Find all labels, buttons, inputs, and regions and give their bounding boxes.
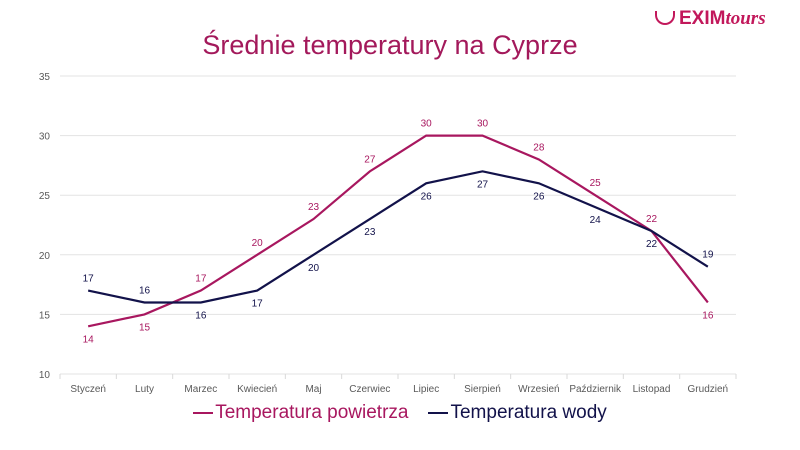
x-tick-label: Kwiecień (237, 384, 277, 395)
data-label: 27 (477, 179, 489, 190)
data-label: 26 (421, 191, 433, 202)
y-tick-label: 30 (39, 132, 51, 143)
y-tick-label: 25 (39, 191, 51, 202)
data-label: 17 (195, 274, 207, 285)
legend-swatch (193, 411, 214, 414)
y-tick-label: 15 (39, 310, 51, 321)
legend-swatch (428, 411, 449, 414)
data-label: 15 (139, 322, 151, 333)
data-label: 22 (646, 214, 658, 225)
data-label: 30 (421, 119, 433, 130)
data-label: 17 (83, 274, 95, 285)
x-tick-label: Lipiec (413, 384, 439, 395)
data-label: 23 (308, 202, 320, 213)
data-label: 23 (364, 227, 376, 238)
legend-label: Temperatura wody (450, 402, 607, 423)
logo-suffix: tours (725, 8, 766, 29)
x-tick-label: Listopad (633, 384, 671, 395)
legend: Temperatura powietrza Temperatura wody (0, 402, 800, 424)
data-label: 20 (252, 238, 264, 249)
x-tick-label: Sierpień (464, 384, 501, 395)
chart-title: Średnie temperatury na Cyprze (202, 30, 578, 60)
x-tick-label: Czerwiec (349, 384, 390, 395)
data-label: 17 (252, 299, 264, 310)
data-label: 20 (308, 263, 320, 274)
data-label: 16 (195, 310, 207, 321)
series-line-1 (87, 170, 709, 304)
data-label: 25 (590, 178, 602, 189)
x-tick-label: Styczeń (70, 384, 106, 395)
boat-icon (655, 11, 675, 25)
series-line-0 (87, 134, 709, 328)
data-label: 24 (590, 215, 602, 226)
x-tick-label: Luty (135, 384, 154, 395)
data-label: 28 (533, 142, 545, 153)
legend-item: Temperatura powietrza (193, 402, 408, 424)
y-tick-label: 35 (39, 72, 51, 83)
x-tick-label: Wrzesień (518, 384, 560, 395)
legend-item: Temperatura wody (428, 402, 607, 424)
x-tick-label: Październik (569, 384, 622, 395)
logo-brand: EXIM (679, 8, 726, 29)
logo: EXIMtours (655, 8, 766, 30)
y-tick-label: 20 (39, 251, 51, 262)
y-tick-label: 10 (39, 370, 51, 381)
data-label: 22 (646, 239, 658, 250)
data-label: 14 (83, 334, 95, 345)
data-label: 27 (364, 154, 376, 165)
legend-label: Temperatura powietrza (215, 402, 409, 423)
data-label: 19 (702, 250, 714, 261)
data-label: 30 (477, 119, 489, 130)
x-tick-label: Maj (305, 384, 321, 395)
data-label: 26 (533, 191, 545, 202)
data-label: 16 (139, 285, 151, 296)
x-tick-label: Grudzień (688, 384, 729, 395)
data-label: 16 (702, 310, 714, 321)
x-tick-label: Marzec (184, 384, 217, 395)
